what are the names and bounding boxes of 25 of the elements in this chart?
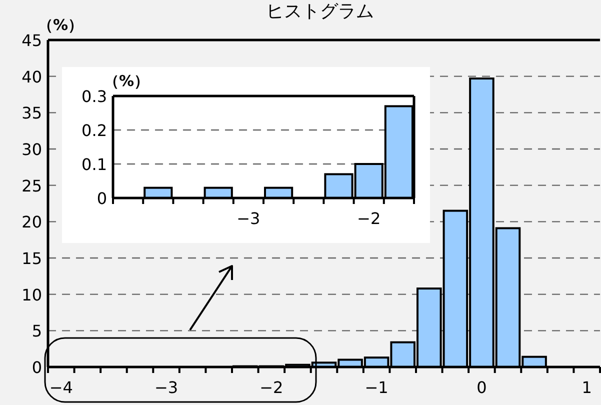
chart-title: ヒストグラム <box>266 1 374 22</box>
y-tick-label: 5 <box>32 322 42 341</box>
y-tick-label: 0 <box>32 358 42 377</box>
y-tick-label: 20 <box>22 212 42 232</box>
x-tick-label: −2 <box>260 378 284 397</box>
y-tick-label: 35 <box>22 104 42 123</box>
y-tick-label: 0 <box>96 189 107 208</box>
x-tick-label: 0 <box>476 378 487 397</box>
y-tick-label: 0.3 <box>82 87 107 106</box>
y-tick-label: 0.1 <box>82 155 107 174</box>
y-axis-title: （%） <box>38 16 84 34</box>
x-tick-label: −3 <box>154 378 178 397</box>
x-tick-label: −2 <box>357 209 381 228</box>
x-tick-label: 1 <box>582 378 592 397</box>
x-tick-label: −4 <box>49 378 73 397</box>
y-tick-label: 25 <box>22 176 42 196</box>
y-axis-title: （%） <box>104 72 150 90</box>
y-tick-label: 30 <box>22 140 42 159</box>
y-tick-label: 40 <box>22 67 42 86</box>
x-tick-label: −3 <box>236 209 260 228</box>
y-tick-label: 0.2 <box>82 121 107 140</box>
y-tick-label: 45 <box>22 31 42 50</box>
x-tick-label: −1 <box>364 378 388 397</box>
y-tick-label: 15 <box>22 249 42 268</box>
y-tick-label: 10 <box>22 285 42 304</box>
